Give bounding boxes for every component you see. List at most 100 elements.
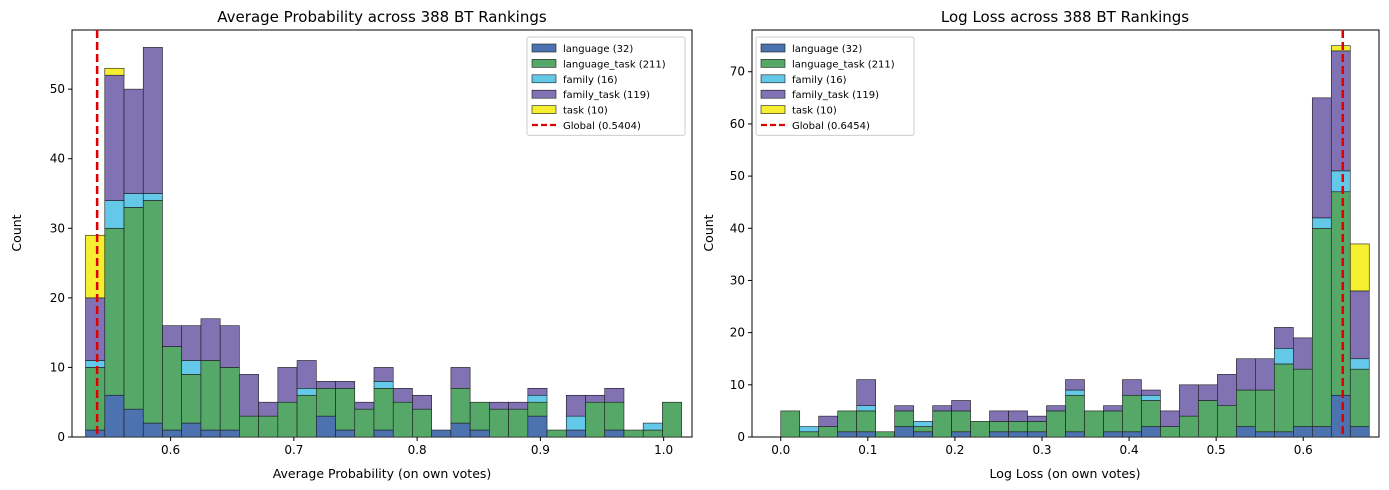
legend-swatch xyxy=(531,74,557,84)
bar-segment xyxy=(894,426,914,438)
bar-segment xyxy=(856,379,876,406)
y-tick-label: 70 xyxy=(730,65,745,79)
x-tick-label: 0.6 xyxy=(1294,443,1313,457)
bar-segment xyxy=(469,429,490,438)
bar-segment xyxy=(780,410,801,438)
y-tick-label: 20 xyxy=(730,326,745,340)
legend-entry: language (32) xyxy=(792,44,862,55)
bar-segment xyxy=(373,367,394,382)
bar-segment xyxy=(142,193,163,201)
bar-segment xyxy=(585,394,606,403)
y-ticks: 0 10 20 30 40 50 60 70 xyxy=(730,65,752,444)
bar-segment xyxy=(1217,374,1237,406)
bar-segment xyxy=(162,325,183,347)
chart-title: Average Probability across 388 BT Rankin… xyxy=(217,8,547,26)
bar-segment xyxy=(932,405,952,412)
y-tick-label: 30 xyxy=(50,221,65,235)
bar-segment xyxy=(489,408,509,438)
bar-segment xyxy=(450,422,471,438)
bar-segment xyxy=(373,381,394,389)
bar-segment xyxy=(894,410,914,427)
bar-segment xyxy=(1065,431,1085,438)
bar-segment xyxy=(219,429,240,438)
bar-segment xyxy=(1311,97,1332,219)
bar-segment xyxy=(104,227,125,396)
bar-segment xyxy=(913,431,933,438)
bar-segment xyxy=(508,401,529,410)
x-tick-label: 0.7 xyxy=(284,443,303,457)
bar-segment xyxy=(1236,358,1256,391)
legend-swatch xyxy=(531,59,557,68)
y-tick-label: 0 xyxy=(737,430,745,444)
bar-segment xyxy=(104,200,125,229)
legend-box xyxy=(755,36,915,136)
bar-segment xyxy=(162,429,183,438)
bar-segment xyxy=(335,429,356,438)
legend-swatch xyxy=(760,43,786,53)
legend-entry-reference-line: Global (0.6454) xyxy=(792,121,870,132)
bar-segment xyxy=(239,374,259,417)
bar-segment xyxy=(1330,394,1351,438)
bar-segment xyxy=(412,408,432,438)
x-tick-label: 0.4 xyxy=(1120,443,1139,457)
bar-segment xyxy=(181,360,202,375)
bar-segment xyxy=(1065,379,1085,391)
bar-segment xyxy=(932,410,952,438)
bar-segment xyxy=(1179,415,1199,438)
bar-segment xyxy=(1198,384,1218,401)
bar-segment xyxy=(1255,389,1275,433)
bar-segment xyxy=(1065,389,1085,396)
legend-entry: family_task (119) xyxy=(792,90,879,101)
bar-segment xyxy=(123,88,144,194)
bar-segment xyxy=(1027,421,1047,433)
bar-segment xyxy=(277,367,298,403)
bar-segment xyxy=(412,394,432,410)
bar-segment xyxy=(354,401,375,410)
bar-segment xyxy=(1293,337,1313,370)
bar-segment xyxy=(1008,431,1028,438)
bar-segment xyxy=(142,200,163,424)
bar-segment xyxy=(1103,410,1123,433)
bar-segment xyxy=(142,422,163,438)
y-tick-label: 20 xyxy=(50,291,65,305)
legend: language (32) language_task (211) family (… xyxy=(526,36,686,136)
legend-swatch xyxy=(760,74,786,84)
bar-segment xyxy=(1330,50,1351,172)
bar-segment xyxy=(1311,426,1332,438)
bar-segment xyxy=(85,367,106,431)
bar-segment xyxy=(1236,426,1256,438)
bar-segment xyxy=(565,415,586,431)
bar-segment xyxy=(527,394,548,403)
bar-segment xyxy=(642,422,663,431)
bar-segment xyxy=(296,387,317,396)
legend-swatch xyxy=(531,105,557,114)
bar-segment xyxy=(1311,217,1332,229)
legend-entry-reference-line: Global (0.5404) xyxy=(563,121,641,132)
bar-segment xyxy=(315,415,336,438)
bar-segment xyxy=(315,381,336,389)
bar-segment xyxy=(1008,410,1028,422)
x-tick-label: 0.1 xyxy=(858,443,877,457)
bar-segment xyxy=(1349,426,1370,438)
bar-segment xyxy=(1103,431,1123,438)
bar-segment xyxy=(219,367,240,431)
bar-segment xyxy=(1349,358,1370,370)
bar-segment xyxy=(1311,227,1332,427)
bar-segment xyxy=(1046,405,1066,412)
bar-segment xyxy=(642,429,663,438)
bar-segment xyxy=(1293,426,1313,438)
bar-segment xyxy=(85,360,106,368)
legend-swatch xyxy=(760,89,786,99)
bar-segment xyxy=(181,325,202,361)
y-tick-label: 0 xyxy=(57,430,65,444)
bar-segment xyxy=(1255,358,1275,391)
bar-segment xyxy=(181,422,202,438)
legend-box xyxy=(526,36,686,136)
bar-segment xyxy=(818,415,838,427)
bar-segment xyxy=(1122,379,1142,396)
bar-segment xyxy=(1293,368,1313,427)
x-tick-label: 0.6 xyxy=(161,443,180,457)
bar-segment xyxy=(527,415,548,438)
bar-segment xyxy=(951,410,971,433)
bar-segment xyxy=(1274,327,1294,349)
